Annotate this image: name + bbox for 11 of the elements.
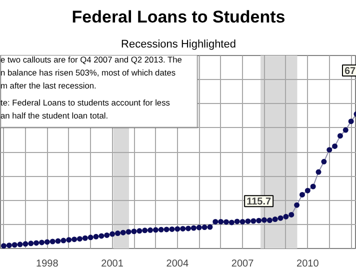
x-tick-label: 2010 — [296, 258, 320, 269]
chart-title: Federal Loans to Students — [72, 8, 286, 26]
data-label: 115.7 — [246, 196, 272, 208]
x-tick-label: 1998 — [36, 258, 59, 269]
annotation: te: Federal Loans to students account for less an half the student loan total. — [0, 98, 170, 120]
annotation: 67 — [344, 66, 356, 77]
x-tick-label: 2004 — [166, 258, 189, 269]
chart-subtitle: Recessions Highlighted — [121, 38, 236, 50]
x-tick-label: 2001 — [101, 258, 124, 269]
annotation: e two callouts are for Q4 2007 and Q2 2013. The n balance has risen 503%, most of which dates m after the last recession. — [0, 54, 182, 90]
x-tick-label: 2007 — [231, 258, 254, 269]
